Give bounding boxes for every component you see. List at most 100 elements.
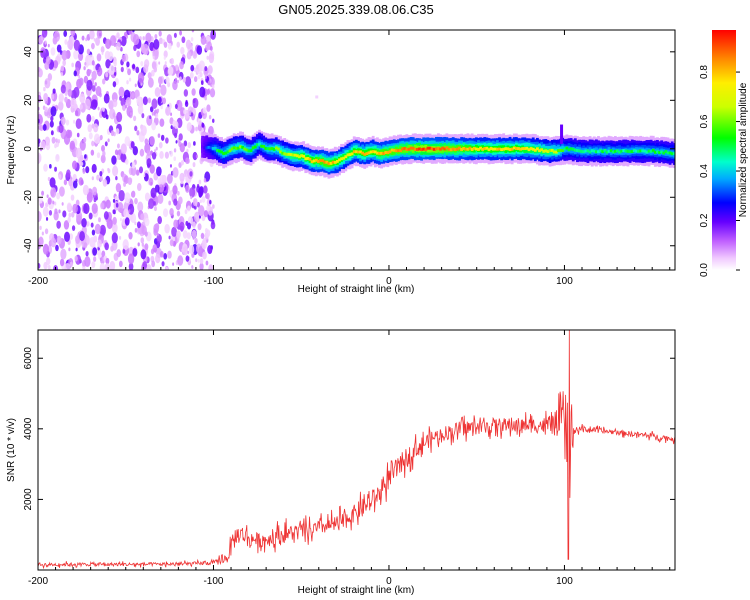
ridge-cell	[369, 150, 373, 154]
noise-blob	[85, 166, 90, 174]
noise-blob	[157, 193, 164, 205]
noise-blob	[134, 221, 137, 226]
noise-blob	[38, 113, 43, 125]
noise-blob	[134, 197, 138, 205]
noise-blob	[92, 99, 98, 109]
noise-blob	[142, 96, 148, 106]
ridge-cell	[331, 160, 335, 164]
ridge-cell	[201, 145, 205, 149]
noise-blob	[126, 80, 129, 85]
ridge-cell	[262, 145, 266, 148]
noise-blob	[158, 61, 161, 65]
noise-blob	[75, 247, 78, 252]
noise-blob	[38, 196, 43, 204]
noise-blob	[192, 151, 198, 161]
ridge-cell	[611, 150, 615, 154]
noise-blob	[96, 89, 100, 95]
ridge-cell	[268, 147, 272, 151]
noise-blob	[161, 261, 165, 267]
noise-blob	[105, 71, 109, 78]
ridge-cell	[218, 149, 221, 153]
noise-blob	[102, 178, 108, 187]
noise-blob	[198, 205, 205, 217]
ridge-cell	[335, 159, 339, 163]
noise-blob	[140, 125, 147, 136]
noise-blob	[58, 124, 64, 134]
ridge-cell	[477, 148, 480, 151]
noise-blob	[137, 104, 144, 115]
x-tick-label: 0	[386, 276, 392, 287]
noise-blob	[187, 205, 191, 212]
noise-blob	[156, 108, 160, 113]
ridge-cell	[298, 155, 301, 159]
ridge-cell	[430, 147, 434, 151]
ridge-cell	[342, 156, 346, 160]
noise-blob	[174, 64, 179, 71]
ridge-cell	[293, 153, 297, 157]
ridge-cell	[253, 145, 257, 149]
ridge-cell	[367, 151, 371, 155]
ridge-cell	[245, 148, 249, 152]
noise-blob	[38, 210, 42, 222]
noise-blob	[153, 205, 157, 212]
noise-blob	[191, 88, 196, 96]
noise-blob	[110, 130, 115, 137]
ridge-cell	[487, 148, 491, 152]
noise-blob	[50, 106, 57, 117]
noise-blob	[64, 39, 68, 45]
noise-blob	[61, 50, 68, 61]
noise-blob	[64, 96, 68, 103]
noise-blob	[184, 101, 189, 108]
noise-blob	[165, 266, 169, 270]
noise-blob	[204, 96, 207, 101]
noise-blob	[123, 181, 126, 187]
noise-blob	[193, 76, 198, 83]
noise-blob	[38, 263, 41, 269]
noise-blob	[96, 53, 102, 62]
ridge-cell	[561, 149, 565, 152]
noise-blob	[113, 60, 117, 67]
noise-blob	[163, 208, 169, 218]
ridge-cell	[310, 156, 314, 164]
noise-blob	[183, 109, 187, 115]
noise-blob	[154, 149, 157, 153]
ridge-cell	[312, 159, 316, 163]
ridge-cell	[462, 146, 466, 150]
ridge-cell	[576, 149, 579, 152]
ridge-cell	[605, 150, 609, 154]
ridge-cell	[485, 146, 489, 150]
noise-blob	[178, 196, 183, 205]
noise-blob	[204, 227, 208, 234]
noise-blob	[115, 175, 118, 181]
ridge-cell	[220, 150, 223, 154]
ridge-cell	[670, 152, 674, 156]
noise-blob	[64, 231, 70, 243]
noise-blob	[180, 160, 184, 166]
noise-blob	[151, 111, 155, 116]
noise-blob	[115, 41, 121, 51]
colorbar-tick-label: 0.4	[699, 164, 710, 178]
noise-blob	[159, 118, 165, 127]
noise-blob	[91, 123, 95, 129]
noise-blob	[151, 151, 157, 160]
noise-blob	[112, 165, 119, 177]
ridge-cell	[437, 147, 440, 150]
noise-blob	[190, 64, 195, 72]
ridge-cell	[510, 147, 514, 151]
noise-blob	[40, 49, 46, 58]
ridge-cell	[451, 147, 455, 151]
ridge-cell	[415, 147, 419, 151]
noise-blob	[38, 138, 41, 144]
noise-blob	[210, 221, 216, 230]
ridge-cell	[441, 146, 445, 150]
noise-blob	[48, 210, 53, 216]
ridge-cell	[432, 147, 436, 151]
noise-blob	[127, 203, 135, 215]
ridge-cell	[317, 159, 320, 163]
noise-blob	[146, 149, 151, 157]
ridge-cell	[584, 149, 588, 153]
noise-blob	[111, 232, 118, 244]
ridge-cell	[481, 147, 485, 151]
noise-blob	[199, 86, 206, 98]
colorbar-tick-label: 0.8	[699, 65, 710, 79]
